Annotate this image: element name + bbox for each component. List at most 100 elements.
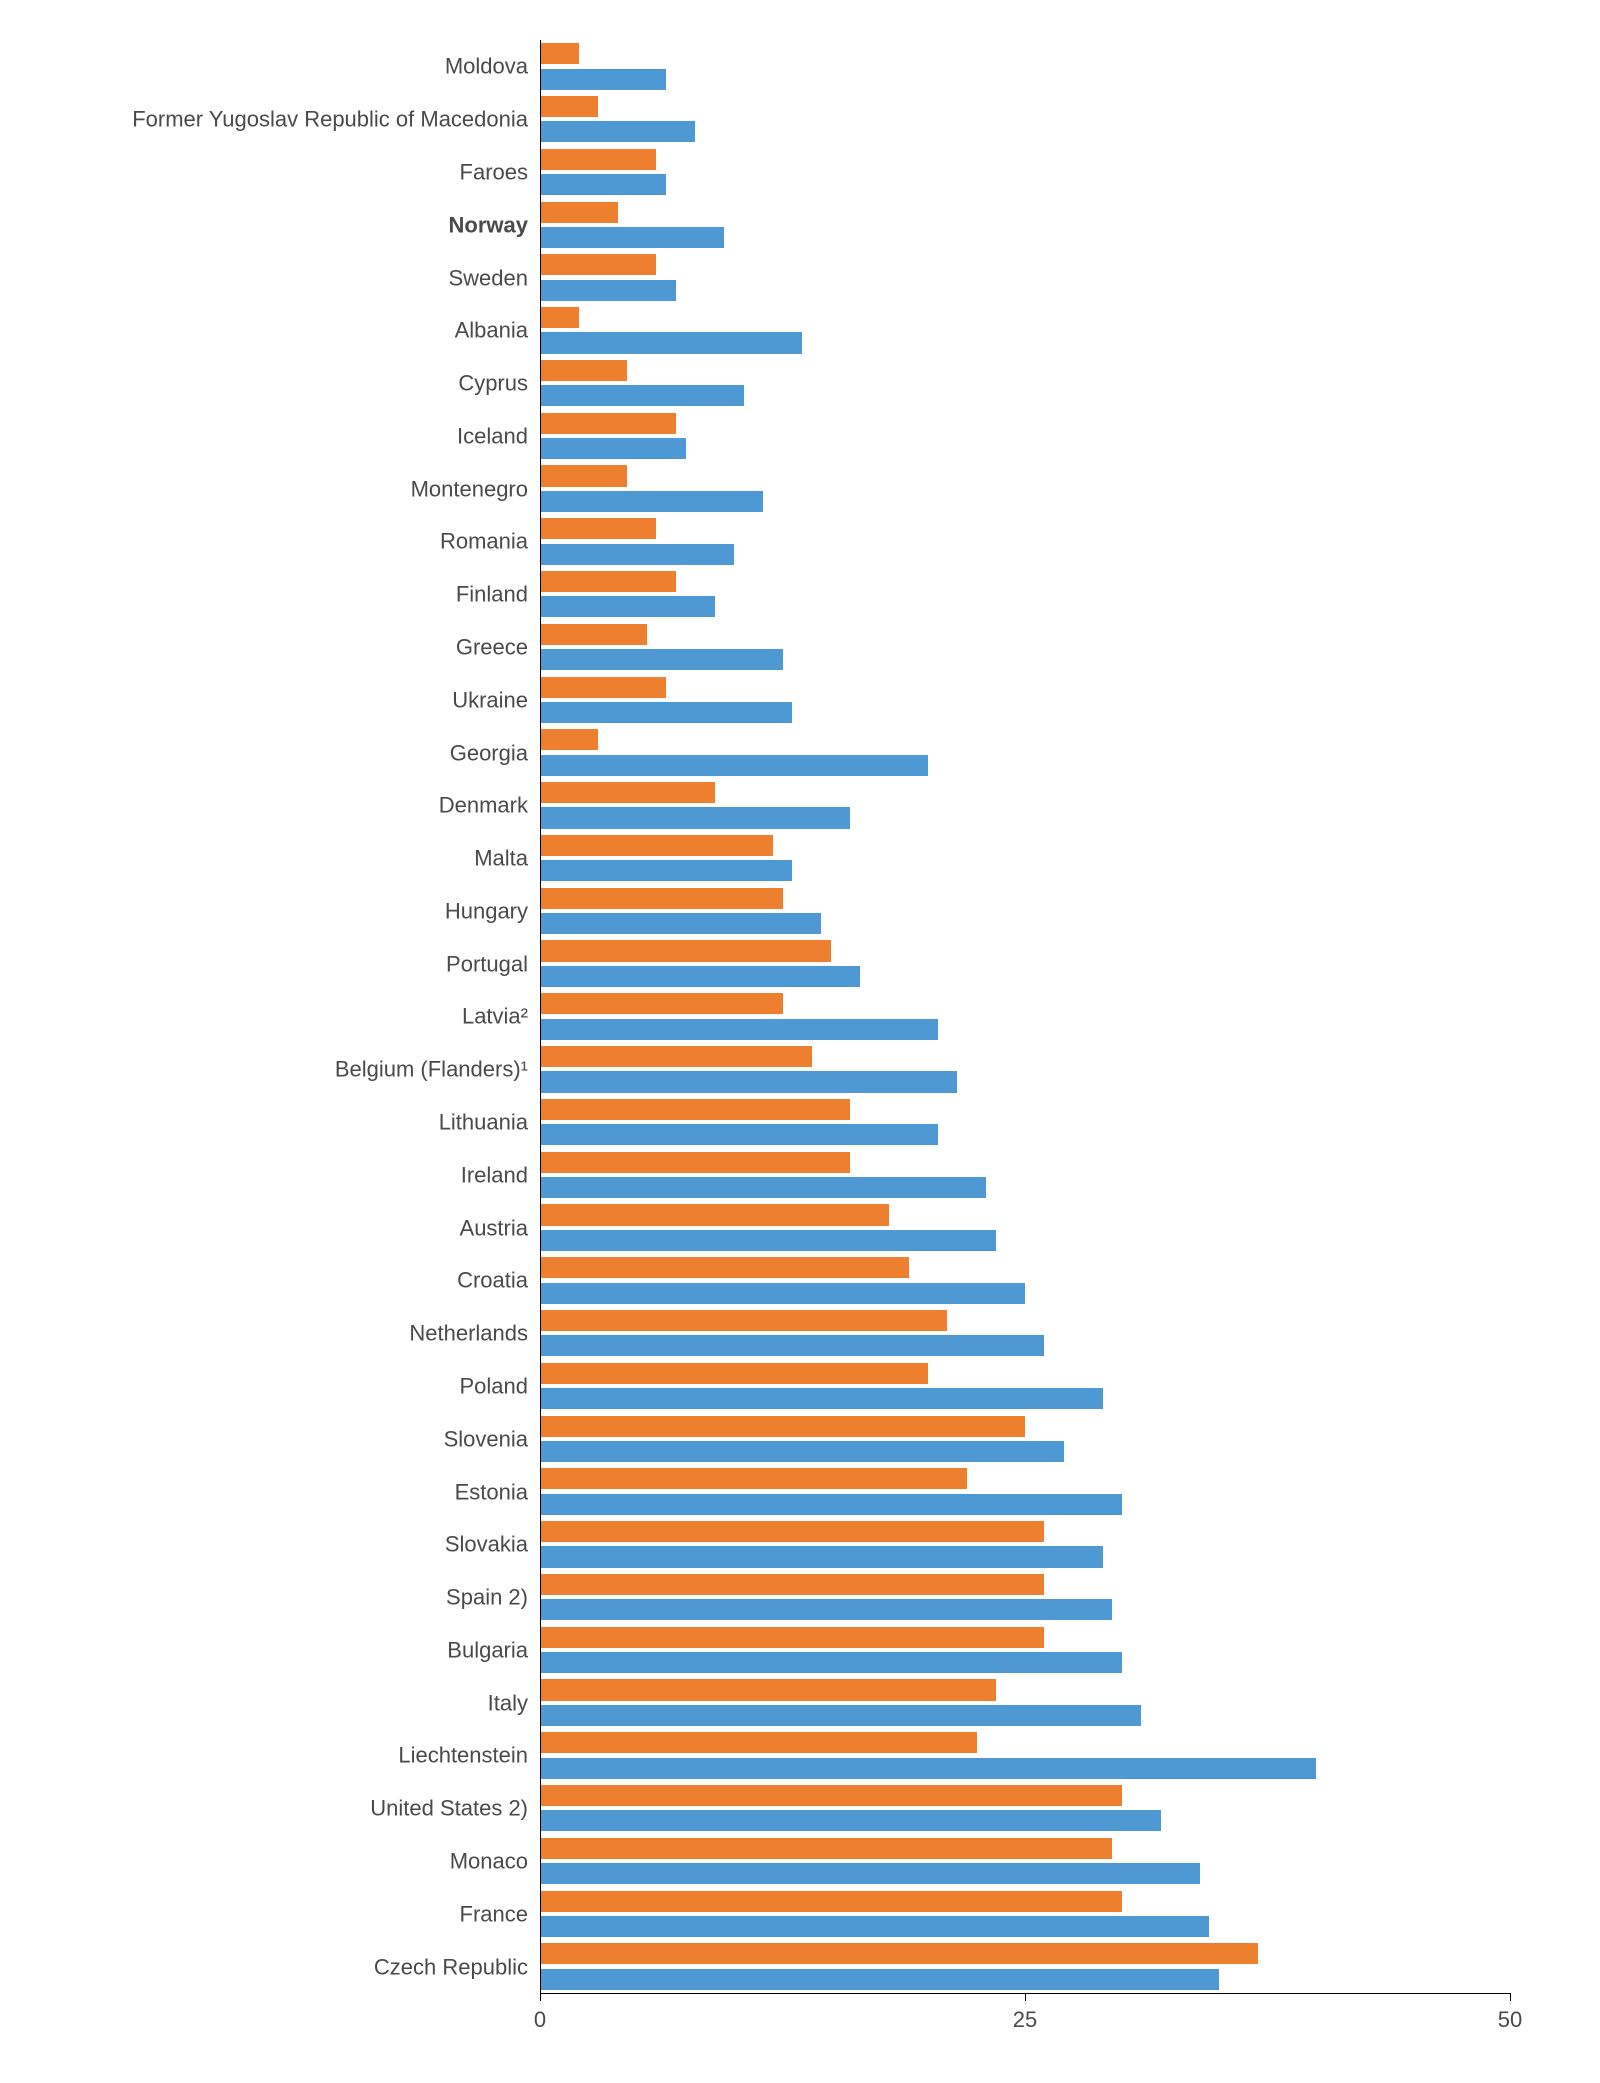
bar-series-1 (540, 544, 734, 565)
bar-series-0 (540, 835, 773, 856)
bar-series-1 (540, 1916, 1209, 1937)
category-row: Monaco (540, 1835, 1510, 1888)
x-tick (540, 1993, 541, 2001)
bar-series-0 (540, 1574, 1044, 1595)
bar-series-1 (540, 227, 724, 248)
category-row: Belgium (Flanders)¹ (540, 1043, 1510, 1096)
bar-series-1 (540, 1546, 1103, 1567)
bar-series-1 (540, 702, 792, 723)
chart-container: MoldovaFormer Yugoslav Republic of Maced… (0, 0, 1600, 2083)
category-label: Ukraine (452, 688, 540, 711)
bar-series-0 (540, 360, 627, 381)
bar-series-0 (540, 1363, 928, 1384)
bar-series-1 (540, 1599, 1112, 1620)
category-label: Liechtenstein (398, 1744, 540, 1767)
category-row: Netherlands (540, 1307, 1510, 1360)
bar-series-0 (540, 518, 656, 539)
bar-series-0 (540, 1416, 1025, 1437)
x-tick (1510, 1993, 1511, 2001)
bar-series-1 (540, 1283, 1025, 1304)
category-row: Slovakia (540, 1518, 1510, 1571)
bar-series-1 (540, 280, 676, 301)
category-row: Montenegro (540, 462, 1510, 515)
category-label: Finland (456, 583, 540, 606)
category-label: Romania (440, 530, 540, 553)
category-label: Georgia (450, 741, 540, 764)
bar-series-1 (540, 596, 715, 617)
category-label: Sweden (448, 266, 540, 289)
category-row: Sweden (540, 251, 1510, 304)
category-label: Italy (488, 1691, 540, 1714)
bar-series-0 (540, 96, 598, 117)
bar-series-0 (540, 729, 598, 750)
bar-series-1 (540, 1810, 1161, 1831)
bar-series-1 (540, 1758, 1316, 1779)
category-row: Slovenia (540, 1412, 1510, 1465)
category-row: Lithuania (540, 1096, 1510, 1149)
bar-series-0 (540, 1046, 812, 1067)
plot-area: MoldovaFormer Yugoslav Republic of Maced… (540, 40, 1510, 1993)
bar-series-1 (540, 332, 802, 353)
category-label: Slovenia (444, 1427, 540, 1450)
category-label: Ireland (461, 1163, 540, 1186)
category-row: Ukraine (540, 673, 1510, 726)
bar-series-0 (540, 1627, 1044, 1648)
category-label: Norway (449, 213, 540, 236)
x-tick-label: 25 (1013, 2007, 1037, 2033)
bar-series-1 (540, 1335, 1044, 1356)
category-label: Slovakia (445, 1533, 540, 1556)
bar-series-0 (540, 1521, 1044, 1542)
bar-series-1 (540, 438, 686, 459)
bar-series-0 (540, 149, 656, 170)
category-label: Monaco (450, 1849, 540, 1872)
bar-series-0 (540, 782, 715, 803)
bar-series-1 (540, 966, 860, 987)
bar-series-1 (540, 1071, 957, 1092)
category-row: Estonia (540, 1465, 1510, 1518)
category-label: Moldova (445, 55, 540, 78)
category-row: France (540, 1887, 1510, 1940)
category-row: Greece (540, 621, 1510, 674)
category-label: Poland (459, 1374, 540, 1397)
bar-series-0 (540, 1152, 850, 1173)
category-row: Moldova (540, 40, 1510, 93)
bar-series-1 (540, 385, 744, 406)
bar-series-1 (540, 174, 666, 195)
bar-series-0 (540, 1891, 1122, 1912)
category-label: Montenegro (411, 477, 540, 500)
category-label: Bulgaria (447, 1638, 540, 1661)
bar-series-1 (540, 1019, 938, 1040)
bar-series-1 (540, 1652, 1122, 1673)
category-row: Poland (540, 1360, 1510, 1413)
bar-series-1 (540, 1494, 1122, 1515)
bar-series-1 (540, 1441, 1064, 1462)
category-row: Albania (540, 304, 1510, 357)
bar-series-0 (540, 1257, 909, 1278)
category-label: Portugal (446, 952, 540, 975)
bar-series-0 (540, 202, 618, 223)
category-label: Lithuania (439, 1111, 540, 1134)
bar-series-1 (540, 1863, 1200, 1884)
bar-series-1 (540, 807, 850, 828)
category-label: Albania (455, 319, 540, 342)
bar-series-1 (540, 1124, 938, 1145)
bar-series-0 (540, 624, 647, 645)
bar-series-1 (540, 69, 666, 90)
category-row: Portugal (540, 937, 1510, 990)
category-row: Bulgaria (540, 1624, 1510, 1677)
bar-series-0 (540, 1099, 850, 1120)
category-label: Cyprus (458, 372, 540, 395)
bar-series-0 (540, 940, 831, 961)
bar-series-1 (540, 913, 821, 934)
bar-series-1 (540, 1388, 1103, 1409)
y-axis-line (540, 40, 541, 1993)
bar-series-0 (540, 1204, 889, 1225)
category-label: Malta (474, 847, 540, 870)
category-row: Spain 2) (540, 1571, 1510, 1624)
bar-series-1 (540, 121, 695, 142)
bar-series-0 (540, 43, 579, 64)
x-tick-label: 0 (534, 2007, 546, 2033)
bar-series-1 (540, 1705, 1141, 1726)
category-label: Belgium (Flanders)¹ (335, 1058, 540, 1081)
bar-series-0 (540, 1943, 1258, 1964)
